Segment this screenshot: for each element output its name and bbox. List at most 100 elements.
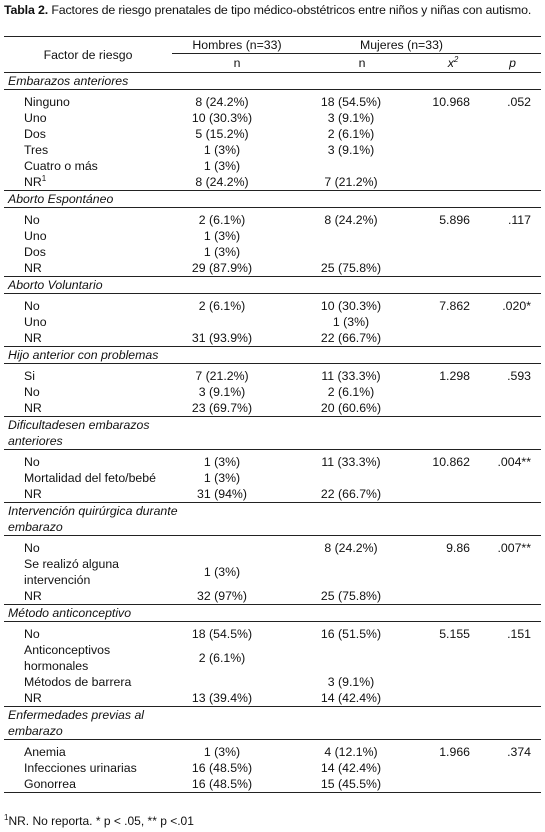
group-title: Intervención quirúrgica durante embarazo	[4, 502, 541, 536]
group-row: Hijo anterior con problemas	[4, 346, 541, 364]
group-title-text: Dificultadesen embarazos anteriores	[8, 418, 150, 448]
group-title: Aborto Voluntario	[4, 276, 541, 294]
mujeres-cell	[302, 228, 422, 244]
hombres-cell: 8 (24.2%)	[195, 175, 249, 189]
p-value-cell	[484, 142, 541, 158]
row-label: Gonorrea	[4, 776, 172, 793]
table-row: Cuatro o más 1 (3%)	[4, 158, 541, 174]
row-label: No	[4, 622, 172, 643]
row-label-text: Infecciones urinarias	[24, 761, 137, 775]
table-row: NR 29 (87.9%) 25 (75.8%)	[4, 260, 541, 277]
p-value-cell	[484, 110, 541, 126]
chi-square-cell	[422, 470, 484, 486]
chi-square-cell	[422, 110, 484, 126]
chi-square-cell	[422, 330, 484, 347]
row-label-text: Anemia	[24, 745, 66, 759]
row-label-text: No	[24, 455, 40, 469]
header-row-2: n n x2 p	[4, 54, 541, 73]
table-row: Métodos de barrera 3 (9.1%)	[4, 674, 541, 690]
hombres-cell: 16 (48.5%)	[191, 761, 253, 775]
group-title-text: Enfermedades previas al embarazo	[8, 708, 145, 738]
p-value-cell	[484, 674, 541, 690]
header-factor: Factor de riesgo	[4, 36, 172, 73]
group-row: Embarazos anteriores	[4, 72, 541, 90]
p-value-cell	[484, 228, 541, 244]
mujeres-cell: 7 (21.2%)	[324, 175, 378, 189]
chi-square-cell: 5.896	[439, 213, 470, 227]
row-label: NR	[4, 588, 172, 605]
table-row: NR 23 (69.7%) 20 (60.6%)	[4, 400, 541, 417]
mujeres-cell: 3 (9.1%)	[327, 675, 375, 689]
header-chi-square-sup: 2	[453, 55, 459, 64]
table-row: Dos 1 (3%)	[4, 244, 541, 260]
chi-square-cell	[422, 486, 484, 503]
hombres-cell: 1 (3%)	[203, 471, 241, 485]
hombres-cell: 16 (48.5%)	[172, 776, 302, 793]
group-row: Enfermedades previas al embarazo	[4, 706, 541, 740]
row-label: Anemia	[4, 740, 172, 761]
chi-square-cell	[422, 384, 484, 400]
mujeres-cell: 14 (42.4%)	[320, 761, 382, 775]
table-row: No 2 (6.1%) 10 (30.3%) 7.862 .020*	[4, 294, 541, 315]
row-label: NR	[4, 330, 172, 347]
table-caption: Tabla 2. Factores de riesgo prenatales d…	[4, 3, 531, 17]
mujeres-cell: 11 (33.3%)	[321, 455, 381, 469]
p-value-cell: .004**	[497, 455, 531, 469]
group-title: Enfermedades previas al embarazo	[4, 706, 541, 740]
mujeres-cell	[302, 642, 422, 674]
row-label: NR	[4, 486, 172, 503]
chi-square-cell	[422, 174, 484, 191]
row-label: No	[4, 294, 172, 315]
table-row: Infecciones urinarias 16 (48.5%) 14 (42.4%…	[4, 760, 541, 776]
hombres-cell: 13 (39.4%)	[191, 691, 253, 705]
table-body: Embarazos anteriores Ninguno 8 (24.2%) 18 (…	[4, 72, 541, 793]
row-label-text: No	[24, 299, 40, 313]
hombres-cell: 29 (87.9%)	[191, 261, 253, 275]
chi-square-cell: 9.86	[446, 541, 470, 555]
header-n-mujeres: n	[358, 56, 366, 70]
chi-square-cell	[422, 142, 484, 158]
row-label-text: NR	[24, 589, 42, 603]
row-label: Infecciones urinarias	[4, 760, 172, 776]
mujeres-cell: 4 (12.1%)	[324, 745, 378, 759]
p-value-cell: .151	[507, 627, 531, 641]
hombres-cell: 1 (3%)	[203, 229, 241, 243]
p-value-cell	[484, 330, 541, 347]
table-row: Uno 10 (30.3%) 3 (9.1%)	[4, 110, 541, 126]
mujeres-cell	[302, 470, 422, 486]
row-label-text: NR	[24, 175, 42, 189]
chi-square-cell	[422, 314, 484, 330]
table-row: No 18 (54.5%) 16 (51.5%) 5.155 .151	[4, 622, 541, 643]
chi-square-cell: 1.298	[439, 369, 470, 383]
row-label-text: Dos	[24, 245, 46, 259]
hombres-cell: 2 (6.1%)	[198, 299, 246, 313]
mujeres-cell: 11 (33.3%)	[321, 369, 381, 383]
header-row-1: Factor de riesgo Hombres (n=33) Mujeres …	[4, 36, 541, 73]
p-value-cell	[484, 126, 541, 142]
row-label: NR1	[4, 174, 172, 191]
row-label-text: Uno	[24, 229, 47, 243]
row-label: No	[4, 450, 172, 471]
mujeres-cell: 2 (6.1%)	[327, 127, 375, 141]
p-value-cell	[484, 690, 541, 707]
mujeres-cell: 22 (66.7%)	[320, 331, 382, 345]
mujeres-cell: 1 (3%)	[332, 315, 370, 329]
row-label: Mortalidad del feto/bebé	[4, 470, 172, 486]
mujeres-cell: 3 (9.1%)	[327, 111, 375, 125]
mujeres-cell: 22 (66.7%)	[320, 487, 382, 501]
chi-square-cell	[422, 674, 484, 690]
footnote-text: NR. No reporta. * p < .05, ** p <.01	[8, 814, 194, 828]
group-title: Método anticonceptivo	[4, 604, 541, 622]
p-value-cell	[484, 470, 541, 486]
p-value-cell	[484, 314, 541, 330]
row-label: Anticonceptivos hormonales	[4, 642, 172, 674]
mujeres-cell: 8 (24.2%)	[324, 213, 378, 227]
hombres-cell: 5 (15.2%)	[195, 127, 249, 141]
row-label: Uno	[4, 110, 172, 126]
row-label: Uno	[4, 314, 172, 330]
hombres-cell: 3 (9.1%)	[198, 385, 246, 399]
mujeres-cell: 18 (54.5%)	[320, 95, 382, 109]
row-label-text: Ninguno	[24, 95, 70, 109]
chi-square-cell	[422, 776, 484, 793]
hombres-cell: 7 (21.2%)	[195, 369, 249, 383]
